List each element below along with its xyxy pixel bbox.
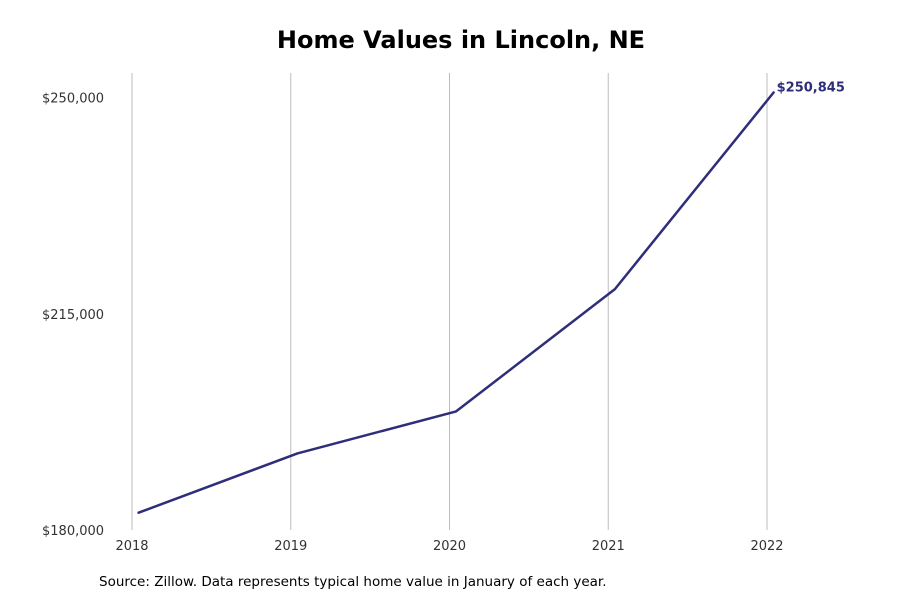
x-tick-label: 2019 [274, 539, 307, 554]
gridlines [131, 73, 768, 530]
series-layer: $250,845 [137, 80, 845, 514]
x-axis-ticks: 2018 2019 2020 2021 2022 [115, 539, 783, 554]
series-line [137, 91, 775, 514]
y-tick-label: $250,000 [42, 92, 104, 107]
x-tick-label: 2018 [115, 539, 148, 554]
end-value-label: $250,845 [777, 80, 845, 95]
y-tick-label: $215,000 [42, 308, 104, 323]
x-tick-label: 2020 [433, 539, 466, 554]
chart-title: Home Values in Lincoln, NE [276, 26, 646, 54]
y-axis-ticks: $180,000 $215,000 $250,000 [42, 92, 104, 539]
y-tick-label: $180,000 [42, 524, 104, 539]
x-tick-label: 2021 [592, 539, 625, 554]
source-note: Source: Zillow. Data represents typical … [99, 574, 607, 590]
x-tick-label: 2022 [750, 539, 783, 554]
